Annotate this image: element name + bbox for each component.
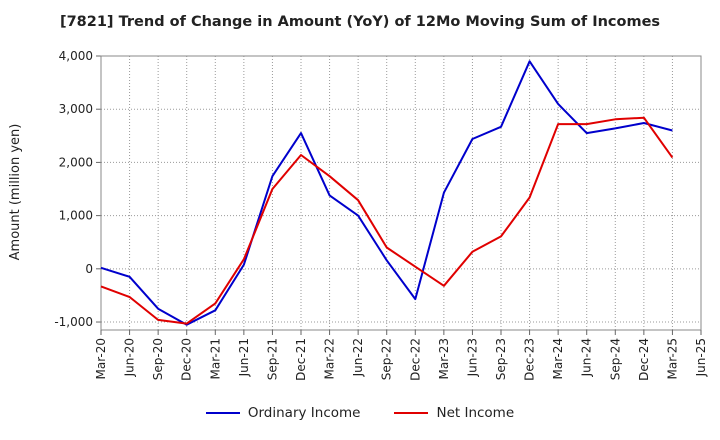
x-tick-label: Jun-23	[465, 338, 479, 377]
y-tick-labels: -1,000 0 1,000 2,000 3,000 4,000	[54, 49, 93, 329]
x-tick-label: Jun-22	[351, 338, 365, 377]
x-tick-label: Sep-21	[265, 338, 279, 380]
legend-item-ordinary-income: Ordinary Income	[205, 405, 361, 421]
y-tick-label: 3,000	[59, 102, 93, 116]
x-tick-label: Sep-23	[494, 338, 508, 380]
grid	[100, 55, 702, 330]
x-tick-label: Jun-24	[580, 338, 594, 377]
x-tick-label: Dec-23	[523, 338, 537, 381]
legend-swatch-net-income	[394, 412, 429, 414]
x-tick-label: Mar-22	[323, 338, 337, 379]
x-tick-label: Mar-20	[94, 338, 108, 379]
x-tick-label: Mar-21	[208, 338, 222, 379]
x-tick-label: Jun-20	[123, 338, 137, 377]
x-tick-label: Dec-21	[294, 338, 308, 381]
legend-label-net-income: Net Income	[436, 405, 515, 421]
legend-swatch-ordinary-income	[205, 412, 240, 414]
x-tick-label: Jun-25	[694, 338, 708, 377]
y-tick-label: 4,000	[59, 49, 93, 63]
x-tick-label: Dec-22	[408, 338, 422, 381]
series-line-ordinary-income	[100, 60, 673, 326]
x-tick-label: Sep-22	[380, 338, 394, 380]
x-tick-labels: Mar-20 Jun-20 Sep-20 Dec-20 Mar-21 Jun-21 Sep-…	[94, 338, 708, 381]
y-tick-label: 0	[85, 262, 93, 276]
y-axis-label: Amount (million yen)	[8, 124, 23, 261]
x-tick-label: Jun-21	[237, 338, 251, 377]
legend: Ordinary Income Net Income	[0, 405, 720, 421]
x-tick-label: Dec-20	[180, 338, 194, 381]
chart-title: [7821] Trend of Change in Amount (YoY) o…	[59, 14, 661, 30]
plot-frame	[100, 55, 702, 331]
y-tick-label: 2,000	[59, 155, 93, 169]
y-tick-label: -1,000	[54, 315, 93, 329]
x-tick-label: Mar-23	[437, 338, 451, 379]
series-lines	[100, 60, 674, 326]
x-tick-label: Mar-25	[665, 338, 679, 379]
x-tick-label: Sep-24	[608, 338, 622, 380]
y-tick-label: 1,000	[59, 209, 93, 223]
legend-label-ordinary-income: Ordinary Income	[247, 405, 361, 421]
x-tick-label: Sep-20	[151, 338, 165, 380]
x-tick-label: Mar-24	[551, 338, 565, 379]
legend-item-net-income: Net Income	[394, 405, 514, 421]
series-line-net-income	[100, 116, 674, 325]
x-tick-label: Dec-24	[637, 338, 651, 381]
axes	[96, 55, 702, 335]
